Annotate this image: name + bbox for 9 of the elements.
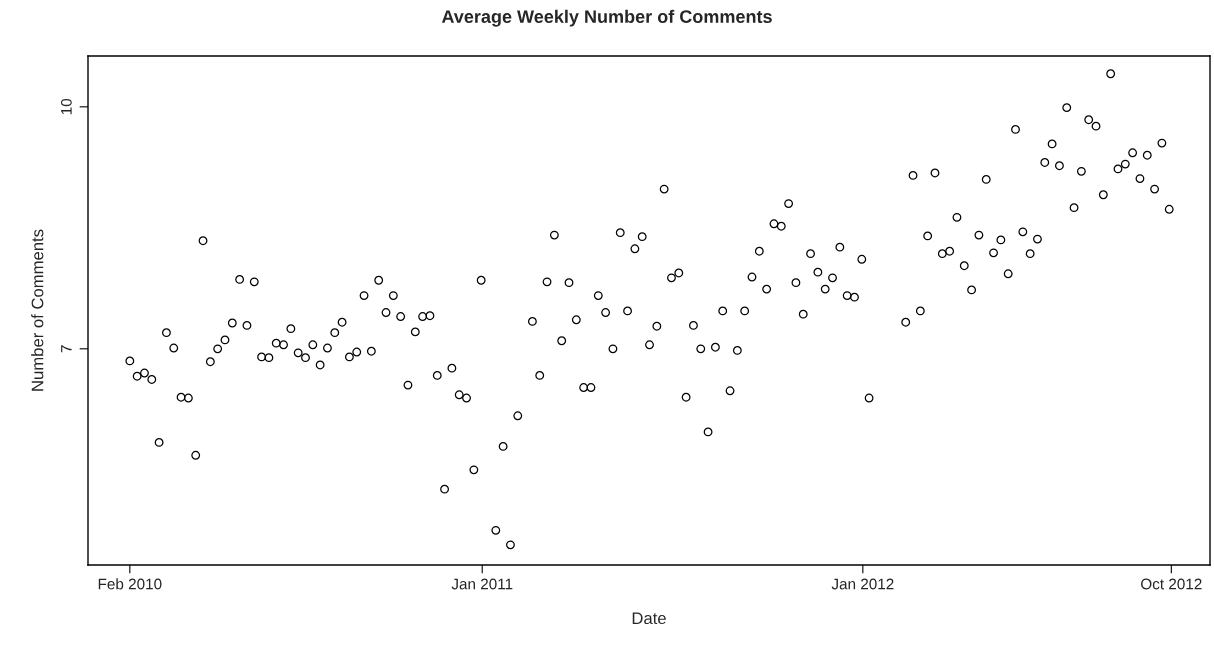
x-tick-label: Jan 2011	[451, 578, 513, 590]
chart-title: Average Weekly Number of Comments	[441, 9, 772, 27]
x-axis-title: Date	[632, 612, 666, 625]
x-tick-label: Oct 2012	[1141, 578, 1202, 590]
y-tick-label: 10	[60, 98, 72, 115]
y-axis-title: Number of Comments	[31, 229, 44, 391]
x-tick-label: Feb 2010	[98, 578, 162, 590]
y-tick-label: 7	[61, 345, 72, 353]
x-tick-label: Jan 2012	[831, 578, 894, 590]
